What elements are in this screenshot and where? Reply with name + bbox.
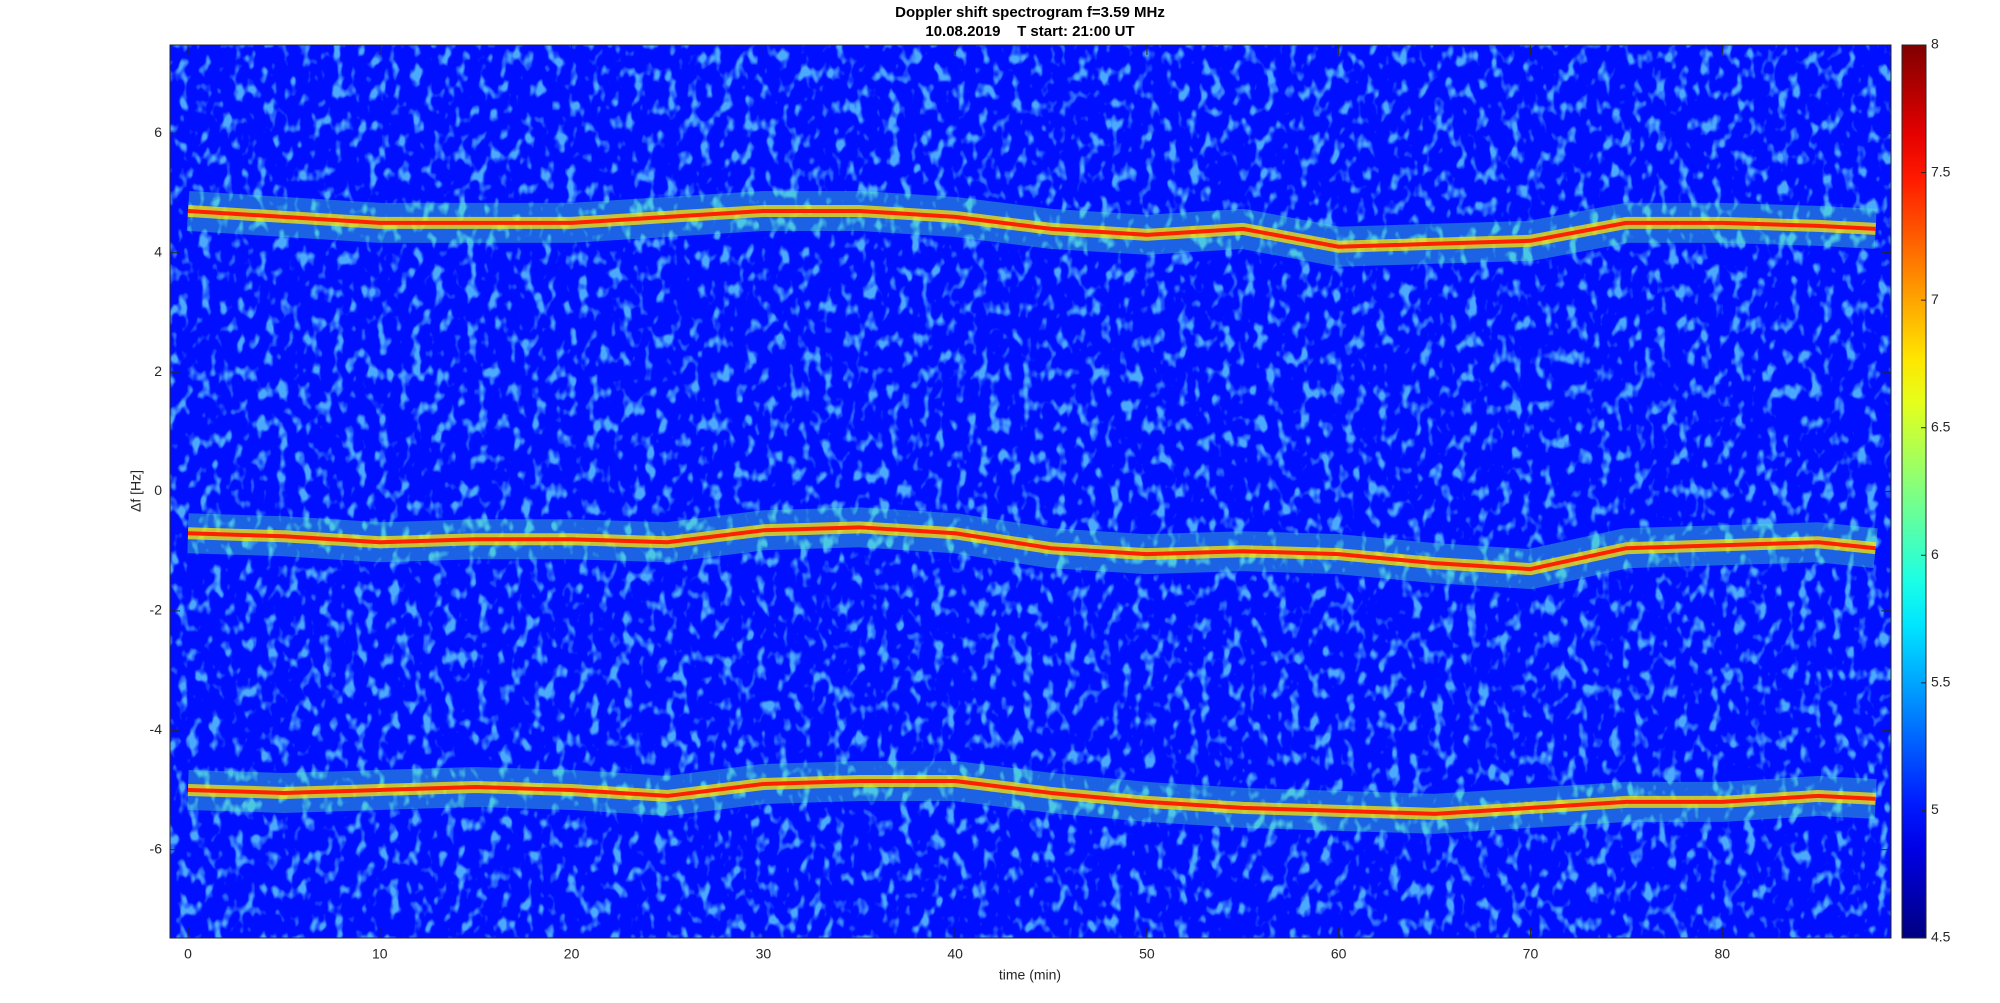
band-trace <box>187 525 1876 572</box>
x-tick-label: 60 <box>1331 946 1347 962</box>
chart-subtitle: 10.08.2019 T start: 21:00 UT <box>925 23 1134 40</box>
y-tick-label: 0 <box>154 482 162 498</box>
colorbar-tick-label: 7 <box>1931 291 1939 307</box>
x-tick-label: 20 <box>564 946 580 962</box>
x-tick-label: 50 <box>1139 946 1155 962</box>
band-trace <box>187 779 1876 816</box>
chart-title: Doppler shift spectrogram f=3.59 MHz <box>895 4 1165 21</box>
colorbar-tick-label: 6 <box>1931 546 1939 562</box>
colorbar-tick-label: 4.5 <box>1931 929 1951 945</box>
colorbar-tick-label: 7.5 <box>1931 163 1951 179</box>
colorbar-tick-label: 6.5 <box>1931 418 1951 434</box>
colorbar-tick-label: 5 <box>1931 801 1939 817</box>
y-tick-label: 6 <box>154 124 162 140</box>
x-tick-label: 10 <box>372 946 388 962</box>
colorbar-tick-label: 8 <box>1931 36 1939 52</box>
colorbar-tick-label: 5.5 <box>1931 674 1951 690</box>
y-tick-label: -2 <box>150 602 163 618</box>
y-tick-label: 4 <box>154 243 162 259</box>
x-tick-label: 0 <box>184 946 192 962</box>
y-tick-label: -4 <box>150 721 163 737</box>
x-tick-label: 70 <box>1523 946 1539 962</box>
y-tick-label: -6 <box>150 840 163 856</box>
y-tick-label: 2 <box>154 363 162 379</box>
y-axis-label: Δf [Hz] <box>128 470 144 512</box>
x-tick-label: 80 <box>1714 946 1730 962</box>
band-trace <box>187 208 1876 249</box>
x-tick-label: 40 <box>947 946 963 962</box>
x-tick-label: 30 <box>756 946 772 962</box>
traces <box>186 190 1878 834</box>
x-axis-label: time (min) <box>999 967 1061 983</box>
colorbar <box>1901 44 1927 939</box>
